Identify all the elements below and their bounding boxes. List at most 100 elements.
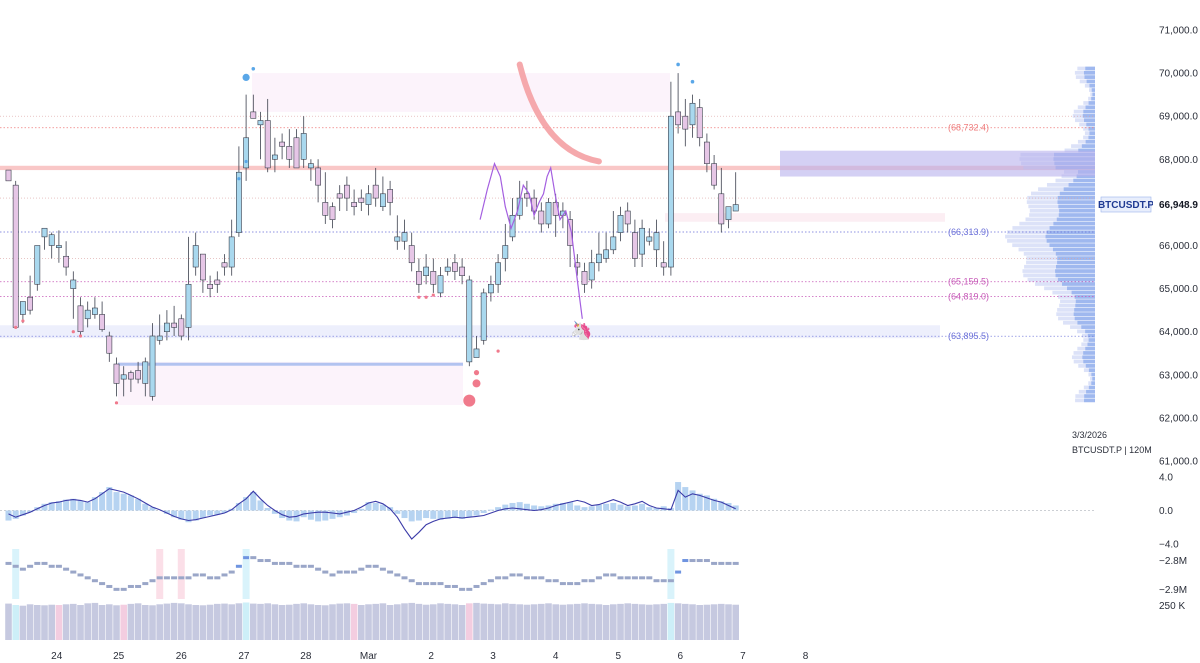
candle-body [487, 283, 494, 294]
cvd-mark [559, 582, 566, 586]
volume-bar [77, 605, 84, 640]
volume-bar [19, 605, 27, 640]
time-tick-label: 8 [803, 651, 809, 662]
candle-body [401, 232, 408, 242]
volume-bar [530, 604, 538, 640]
volume-bar [610, 604, 617, 640]
bearish-marker [472, 379, 481, 388]
cvd-mark [365, 564, 372, 568]
oscillator-bar [264, 507, 271, 511]
volume-bar [494, 604, 502, 640]
volume-bar [725, 604, 732, 640]
cvd-mark [387, 570, 394, 574]
resistance-arc [516, 61, 602, 165]
volume-profile-core [1083, 70, 1095, 75]
volume-profile-core [1063, 187, 1095, 192]
oscillator-bar [480, 510, 487, 514]
candle-body [365, 193, 372, 205]
volume-profile-core [1068, 183, 1095, 187]
volume-bar [430, 604, 437, 640]
volume-bar [602, 605, 610, 640]
oscillator-bar [487, 509, 494, 511]
cvd-mark [473, 584, 480, 588]
candle-body [63, 255, 69, 268]
volume-profile-core [1058, 204, 1095, 209]
candle-body [178, 318, 185, 337]
price-tick-label: 66,000.0 [1159, 241, 1198, 252]
volume-profile-core [1086, 389, 1095, 394]
volume-profile-core [1089, 83, 1095, 88]
volume-profile-core [1091, 96, 1095, 101]
highlight-band [12, 549, 20, 599]
oscillator-bar [120, 493, 127, 511]
volume-bar [509, 603, 516, 640]
cvd-mark [106, 584, 113, 588]
volume-bar [624, 603, 631, 640]
candle-body [473, 348, 480, 358]
volume-bar [163, 603, 171, 640]
volume-bar [408, 602, 415, 640]
oscillator-bar [581, 507, 588, 511]
oscillator-bar [207, 510, 214, 516]
oscillator-tick-label: 0.0 [1159, 506, 1173, 517]
volume-bar [372, 603, 379, 640]
volume-profile-core [1045, 234, 1095, 239]
bullish-marker [237, 177, 241, 181]
oscillator-bar [624, 506, 631, 511]
level-label: (65,159.5) [948, 277, 989, 287]
candle-body [689, 102, 696, 126]
volume-profile-core [1085, 66, 1095, 71]
oscillator-bar [711, 498, 718, 511]
cvd-mark [163, 576, 170, 580]
cvd-mark [250, 556, 257, 560]
oscillator-bar [574, 505, 581, 511]
oscillator-bar [401, 510, 408, 519]
oscillator-bar [372, 502, 379, 511]
unicorn-icon: 🦄 [570, 320, 592, 341]
oscillator-bar [91, 497, 98, 511]
oscillator-bar [718, 501, 725, 511]
volume-profile-core [1057, 260, 1095, 265]
oscillator-bar [235, 502, 242, 511]
price-tick-label: 64,000.0 [1159, 327, 1198, 338]
signal-markers [14, 62, 695, 407]
cvd-mark [538, 576, 545, 580]
volume-profile-core [1074, 295, 1095, 299]
cvd-mark [732, 561, 739, 565]
volume-profile-core [1059, 191, 1095, 196]
cvd-mark [588, 579, 595, 583]
volume-bar [5, 603, 12, 640]
cvd-mark [466, 587, 473, 591]
cvd-mark [408, 579, 415, 583]
volume-bar [170, 602, 178, 640]
oscillator-bar [408, 510, 415, 522]
oscillator-bar [502, 504, 509, 511]
oscillator-bar [603, 503, 610, 511]
candle-body [610, 236, 617, 251]
volume-profile-core [1073, 312, 1095, 317]
candle-body [293, 137, 300, 169]
volume-bar [588, 603, 595, 640]
oscillator-bar [55, 501, 62, 511]
volume-profile-core [1082, 355, 1095, 360]
projection-line [479, 161, 583, 319]
cvd-mark [271, 561, 278, 565]
candle-body [437, 275, 444, 294]
volume-bar [12, 605, 19, 640]
candle-body [192, 245, 199, 268]
bullish-marker [242, 73, 250, 82]
candle-body [214, 279, 221, 285]
cvd-mark [214, 576, 221, 580]
volume-bar [523, 604, 531, 640]
candle-body [48, 234, 55, 246]
volume-bar [638, 604, 646, 640]
cvd-mark [192, 573, 199, 577]
volume-bar [199, 605, 207, 640]
volume-bar [358, 605, 365, 640]
volume-profile-core [1091, 372, 1095, 377]
candle-body [639, 227, 645, 255]
candle-body [257, 120, 264, 126]
volume-bar [667, 602, 675, 640]
candle-body [142, 361, 149, 384]
